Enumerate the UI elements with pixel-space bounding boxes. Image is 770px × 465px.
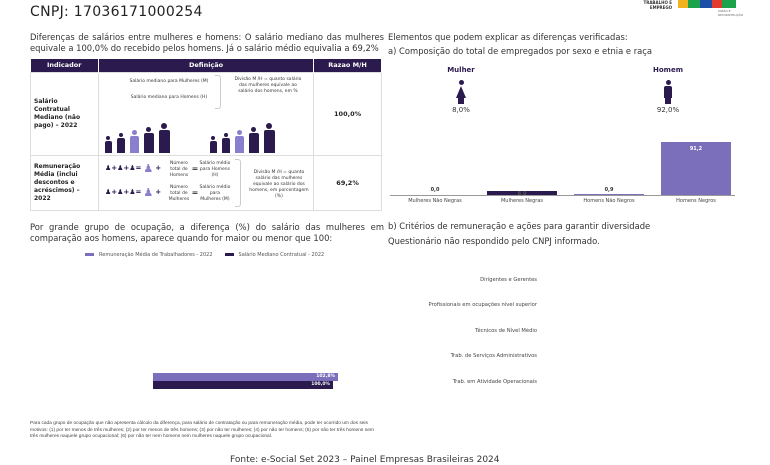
bracket [234, 158, 241, 207]
gender-homem: Homem 92,0% [652, 66, 683, 114]
formula-mulheres: ♟+♟+♟= ♟ + [104, 185, 162, 199]
questionario-text: Questionário não respondido pelo CNPJ in… [388, 236, 600, 246]
vbar-value: 0,9 [604, 187, 614, 193]
occupation-text: Por grande grupo de ocupação, a diferenç… [30, 222, 384, 243]
intro-text: Diferenças de salários entre mulheres e … [30, 32, 384, 53]
bar-salario-mediano: 100,0% [153, 381, 333, 389]
ratio-value: 100,0% [313, 71, 382, 156]
vbar-value: 91,2 [689, 146, 703, 152]
people-figures [104, 122, 275, 153]
vbar-chart [390, 140, 735, 196]
cnpj-title: CNPJ: 17036171000254 [30, 4, 203, 20]
definition-cell: ♟+♟+♟= ♟ + Número total de Homens = Salári… [97, 154, 315, 211]
vbar-value: 8,0 [517, 191, 527, 197]
header-indicador: Indicador [30, 59, 99, 72]
legend-swatch [85, 253, 94, 256]
hbar-legend: Remuneração Média de Trabalhadores - 202… [85, 252, 324, 258]
header-definicao: Definição [98, 59, 315, 72]
hbar-label: Dirigentes e Gerentes [480, 277, 537, 283]
ratio-value: 69,2% [313, 154, 382, 211]
formula-homens: ♟+♟+♟= ♟ + [104, 161, 162, 175]
vbar-homens-nao-negros [574, 194, 644, 195]
legend-item: Remuneração Média de Trabalhadores - 202… [85, 252, 213, 258]
footnote: Para cada grupo de ocupação que não apre… [30, 421, 374, 439]
woman-icon [456, 80, 466, 104]
brasil-logo-icon: UNIÃO E RECONSTRUÇÃO [678, 0, 743, 17]
hbar-label: Técnicos de Nível Médio [475, 328, 537, 334]
def-m: Salário mediano para Mulheres (M) [129, 78, 209, 84]
table-row-remuneracao-media: Remuneração Média (inclui descontos e ac… [30, 154, 382, 211]
table-row-salario-mediano: Salário Contratual Mediano (não pago) – … [30, 71, 382, 156]
indicator-table: Indicador Definição Razao M/H Salário Co… [30, 59, 382, 211]
legend-swatch [224, 253, 234, 256]
bar-remuneracao: 102,8% [153, 373, 338, 381]
num-mulheres: Número total de Mulheres [168, 184, 190, 202]
man-icon [663, 80, 673, 104]
vbar-mulheres-negras [487, 191, 557, 195]
indicator-label: Remuneração Média (inclui descontos e ac… [30, 154, 99, 211]
gov-logo: TRABALHO E EMPREGO UNIÃO E RECONSTRUÇÃO [642, 0, 768, 17]
def-h: Salário mediano para Homens (H) [130, 94, 208, 100]
bracket [214, 74, 221, 109]
right-title: Elementos que podem explicar as diferenç… [388, 32, 628, 42]
subtitle-a: a) Composição do total de empregados por… [388, 46, 653, 56]
vbar-label: Mulheres Não Negras [408, 198, 462, 204]
hbar-label: Trab. em Atividade Operacionais [452, 379, 537, 385]
sal-mulheres: Salário médio para Mulheres (M) [199, 184, 231, 202]
sal-homens: Salário médio para Homens (H) [199, 160, 231, 178]
hbar-label: Profissionais em ocupações nível superio… [428, 302, 537, 308]
hbar-label: Trab. de Serviços Administrativos [450, 353, 537, 359]
def-div: Divisão M /H = quanto salário das mulher… [234, 76, 302, 94]
definition-cell: Salário mediano para Mulheres (M) Salári… [97, 71, 315, 156]
subtitle-b: b) Critérios de remuneração e ações para… [388, 221, 651, 231]
num-homens: Número total de Homens [169, 160, 189, 178]
logo-org-text: TRABALHO E EMPREGO [643, 0, 672, 10]
logo-tagline: UNIÃO E RECONSTRUÇÃO [718, 9, 744, 17]
legend-item: Salário Mediano Contratual - 2022 [224, 252, 324, 258]
indicator-label: Salário Contratual Mediano (não pago) – … [30, 71, 99, 156]
vbar-label: Homens Negros [676, 198, 716, 204]
def-div: Divisão M /H = quanto salário das mulher… [249, 169, 309, 199]
source-text: Fonte: e-Social Set 2023 – Painel Empres… [230, 455, 500, 465]
vbar-label: Mulheres Negras [500, 198, 544, 204]
vbar-value: 0,0 [430, 187, 440, 193]
gender-mulher: Mulher 8,0% [447, 66, 475, 114]
header-razao: Razao M/H [313, 59, 382, 72]
vbar-homens-negros [661, 142, 731, 195]
vbar-label: Homens Não Negros [583, 198, 635, 204]
